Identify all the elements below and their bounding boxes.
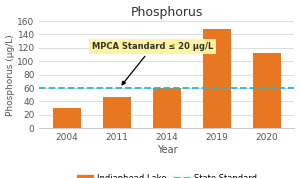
Bar xyxy=(53,108,81,128)
Legend: Indianhead Lake, State Standard: Indianhead Lake, State Standard xyxy=(73,170,261,178)
Bar xyxy=(203,29,231,128)
Y-axis label: Phosphorus (μg/L): Phosphorus (μg/L) xyxy=(6,34,15,116)
Text: MPCA Standard ≤ 20 μg/L: MPCA Standard ≤ 20 μg/L xyxy=(92,42,213,85)
Title: Phosphorus: Phosphorus xyxy=(131,6,203,19)
Bar xyxy=(103,97,131,128)
Bar xyxy=(253,53,281,128)
Bar xyxy=(153,88,181,128)
X-axis label: Year: Year xyxy=(157,145,177,155)
